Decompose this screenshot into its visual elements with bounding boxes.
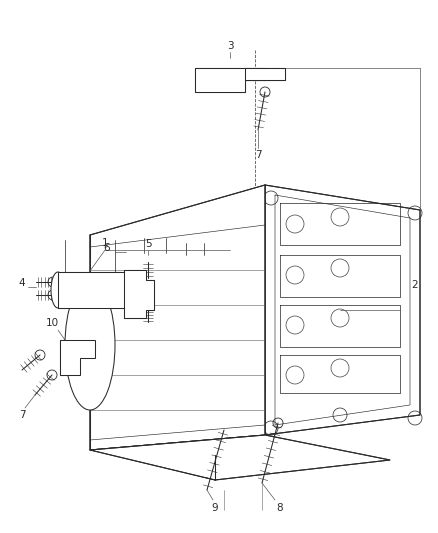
Polygon shape <box>60 340 95 375</box>
Text: 2: 2 <box>412 280 418 290</box>
Text: 6: 6 <box>104 243 110 253</box>
Text: 9: 9 <box>212 503 218 513</box>
Text: 10: 10 <box>46 318 59 328</box>
Polygon shape <box>90 185 265 450</box>
Polygon shape <box>90 435 390 480</box>
Polygon shape <box>195 68 265 92</box>
Ellipse shape <box>51 272 65 308</box>
Polygon shape <box>265 185 420 435</box>
Ellipse shape <box>65 280 115 410</box>
Text: 3: 3 <box>227 41 233 51</box>
Text: 4: 4 <box>19 278 25 288</box>
Polygon shape <box>245 68 285 80</box>
Text: 7: 7 <box>254 150 261 160</box>
Text: 1: 1 <box>102 238 108 248</box>
Polygon shape <box>58 272 126 308</box>
Text: 7: 7 <box>19 410 25 420</box>
Polygon shape <box>124 270 154 318</box>
Text: 5: 5 <box>145 239 151 249</box>
Text: 8: 8 <box>277 503 283 513</box>
